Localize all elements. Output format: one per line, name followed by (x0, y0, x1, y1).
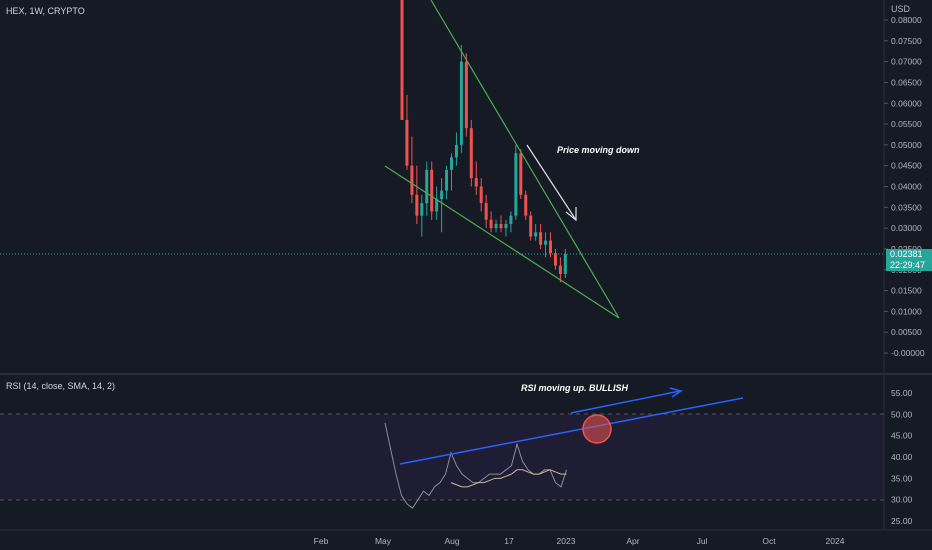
candle-body (494, 223, 498, 229)
price-tick-label: 0.00500 (891, 327, 922, 337)
price-tick-label: 0.07500 (891, 36, 922, 46)
bar-countdown: 22:29:47 (890, 260, 926, 270)
time-tick-label: Apr (626, 536, 639, 546)
last-price-badge: 0.02381 22:29:47 (886, 249, 932, 271)
candle-body (400, 0, 404, 120)
candle-body (415, 194, 419, 216)
time-tick-label: Oct (762, 536, 776, 546)
candle-body (553, 253, 557, 266)
rsi-trend-arrowhead (669, 387, 683, 398)
candle-body (529, 215, 533, 237)
price-tick-label: 0.05000 (891, 140, 922, 150)
candle-body (504, 223, 508, 229)
candle-body (450, 157, 453, 170)
candle-body (474, 178, 478, 187)
candle-body (514, 153, 518, 216)
candle-body (479, 186, 483, 204)
candle-body (549, 240, 552, 254)
price-tick-label: -0.00000 (891, 348, 925, 358)
price-tick-label: 0.05500 (891, 119, 922, 129)
candle-body (499, 223, 503, 229)
candle-body (445, 169, 449, 191)
price-tick-label: 0.02500 (891, 244, 922, 254)
price-tick-label: 0.08000 (891, 15, 922, 25)
currency-label: USD (891, 4, 911, 14)
price-tick-label: 0.04500 (891, 161, 922, 171)
candle-body (563, 253, 567, 274)
candle-body (459, 61, 463, 145)
time-tick-label: Aug (444, 536, 459, 546)
rsi-tick-label: 45.00 (891, 431, 913, 441)
time-tick-label: Feb (314, 536, 329, 546)
candle-body (534, 232, 538, 237)
rsi-ma-line (450, 469, 567, 488)
price-tick-label: 0.06500 (891, 77, 922, 87)
rsi-tick-label: 25.00 (891, 516, 913, 526)
rsi-trendline (399, 397, 744, 465)
rsi-highlight-circle (582, 414, 612, 444)
rsi-tick-label: 35.00 (891, 473, 913, 483)
candle-body (524, 194, 528, 216)
candle-body (509, 215, 513, 224)
candle-body (430, 169, 434, 212)
candle-body (539, 232, 543, 245)
candle-body (558, 265, 562, 274)
rsi-annotation: RSI moving up. BULLISH (521, 383, 628, 393)
candle-body (440, 190, 444, 199)
candle-body (454, 144, 458, 158)
candle-body (519, 153, 523, 195)
price-direction-arrow (526, 144, 577, 221)
candle-body (544, 240, 548, 245)
price-annotation: Price moving down (557, 145, 640, 155)
rsi-trend-short (570, 390, 681, 414)
price-tick-label: 0.06000 (891, 98, 922, 108)
wedge-upper-trendline (430, 0, 620, 319)
price-direction-arrowhead (565, 207, 577, 222)
time-tick-label: 2023 (557, 536, 576, 546)
rsi-indicator-label[interactable]: RSI (14, close, SMA, 14, 2) (6, 381, 115, 391)
price-tick-label: 0.03500 (891, 202, 922, 212)
rsi-band (0, 414, 884, 500)
price-tick-label: 0.01000 (891, 306, 922, 316)
price-tick-label: 0.01500 (891, 286, 922, 296)
time-tick-label: 17 (504, 536, 514, 546)
candle-body (405, 119, 409, 166)
candle-body (425, 169, 429, 204)
time-tick-label: 2024 (826, 536, 845, 546)
price-tick-label: 0.07000 (891, 57, 922, 67)
symbol-label: HEX, 1W, CRYPTO (6, 6, 85, 16)
rsi-tick-label: 30.00 (891, 495, 913, 505)
price-tick-label: 0.03000 (891, 223, 922, 233)
candle-body (469, 128, 473, 179)
time-tick-label: Jul (697, 536, 708, 546)
candle-body (410, 165, 414, 195)
wedge-lower-trendline (384, 165, 620, 319)
candle-body (464, 61, 468, 129)
last-price-value: 0.02381 (890, 249, 923, 259)
candle-body (435, 198, 439, 212)
candle-body (420, 203, 424, 216)
time-tick-label: May (375, 536, 392, 546)
rsi-tick-label: 40.00 (891, 452, 913, 462)
rsi-tick-label: 50.00 (891, 409, 913, 419)
rsi-tick-label: 55.00 (891, 388, 913, 398)
candle-body (489, 219, 493, 229)
candle-body (484, 203, 488, 220)
price-tick-label: 0.04000 (891, 182, 922, 192)
